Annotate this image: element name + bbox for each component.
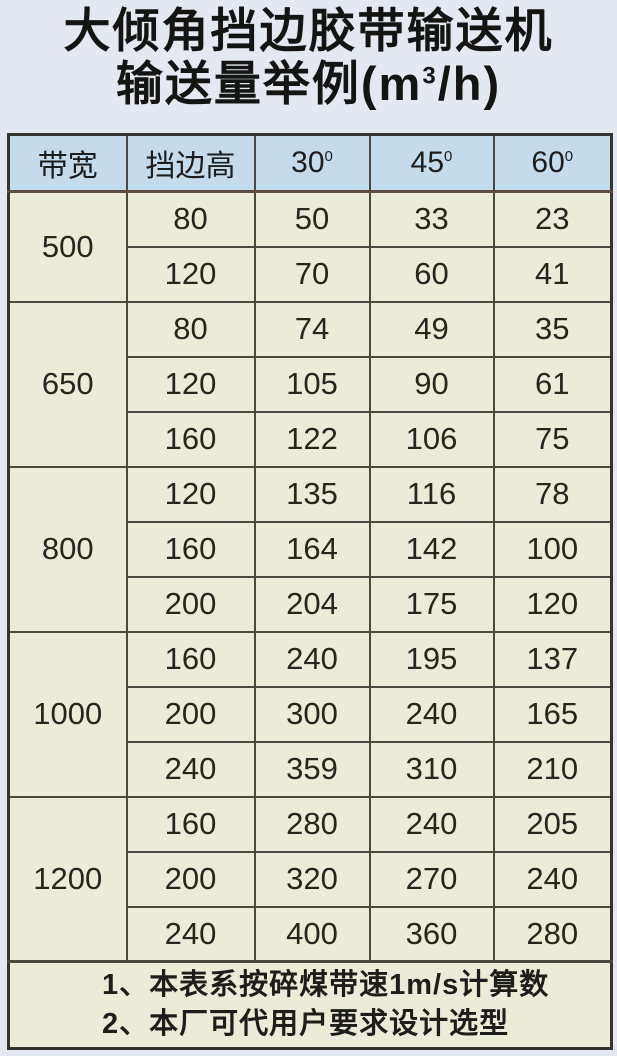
- capacity-cell-30: 320: [253, 850, 371, 908]
- angle-30-label: 30: [291, 146, 325, 179]
- belt-width-cell: 650: [7, 300, 128, 468]
- header-belt-width: 带宽: [7, 133, 128, 193]
- side-height-cell: 240: [125, 740, 256, 798]
- table-row: 160 122 106 75: [9, 410, 613, 468]
- capacity-cell-60: 23: [492, 190, 613, 248]
- capacity-cell-45: 175: [368, 575, 495, 633]
- title-line2: 输送量举例(m3/h): [0, 57, 617, 110]
- side-height-cell: 160: [125, 410, 256, 468]
- capacity-cell-60: 75: [492, 410, 613, 468]
- belt-width-cell: 1200: [7, 795, 128, 963]
- notes-cell: 1、本表系按碎煤带速1m/s计算数 2、本厂可代用户要求设计选型: [7, 960, 613, 1050]
- table-row: 200 300 240 165: [9, 685, 613, 743]
- capacity-cell-45: 195: [368, 630, 495, 688]
- capacity-cell-45: 60: [368, 245, 495, 303]
- table-row: 1200 160 280 240 205: [7, 795, 613, 963]
- angle-60-label: 60: [531, 146, 565, 179]
- capacity-cell-60: 240: [492, 850, 613, 908]
- capacity-cell-60: 100: [492, 520, 613, 578]
- capacity-cell-30: 164: [253, 520, 371, 578]
- side-height-cell: 160: [125, 630, 256, 688]
- capacity-cell-30: 74: [253, 300, 371, 358]
- capacity-cell-60: 61: [492, 355, 613, 413]
- title-line1: 大倾角挡边胶带输送机: [63, 4, 554, 57]
- capacity-cell-30: 122: [253, 410, 371, 468]
- header-angle-45: 450: [368, 133, 495, 193]
- capacity-cell-30: 70: [253, 245, 371, 303]
- capacity-cell-60: 137: [492, 630, 613, 688]
- capacity-cell-30: 204: [253, 575, 371, 633]
- side-height-cell: 200: [125, 575, 256, 633]
- angle-45-label: 45: [410, 146, 445, 179]
- capacity-cell-60: 120: [492, 575, 613, 633]
- capacity-cell-30: 105: [253, 355, 371, 413]
- capacity-cell-60: 205: [492, 795, 613, 853]
- belt-width-cell: 1000: [7, 630, 128, 798]
- capacity-cell-45: 240: [368, 795, 495, 853]
- capacity-cell-30: 240: [253, 630, 371, 688]
- capacity-cell-45: 106: [368, 410, 495, 468]
- capacity-cell-30: 135: [253, 465, 371, 523]
- side-height-cell: 160: [125, 795, 256, 853]
- capacity-cell-45: 33: [368, 190, 495, 248]
- capacity-cell-45: 240: [368, 685, 495, 743]
- capacity-cell-45: 310: [368, 740, 495, 798]
- capacity-cell-30: 400: [253, 905, 371, 963]
- side-height-cell: 200: [125, 685, 256, 743]
- side-height-cell: 80: [125, 300, 256, 358]
- belt-width-cell: 500: [7, 190, 128, 303]
- capacity-cell-45: 116: [368, 465, 495, 523]
- side-height-cell: 80: [125, 190, 256, 248]
- table-row: 800 120 135 116 78: [7, 465, 613, 633]
- angle-45-sup: 0: [444, 148, 453, 165]
- capacity-cell-60: 210: [492, 740, 613, 798]
- side-height-cell: 160: [125, 520, 256, 578]
- table-row: 160 164 142 100: [9, 520, 613, 578]
- table-row: 240 359 310 210: [9, 740, 613, 798]
- title-line2-prefix: 输送量举例(m: [115, 57, 423, 110]
- table-row: 1000 160 240 195 137: [7, 630, 613, 798]
- header-angle-30: 300: [253, 133, 371, 193]
- capacity-cell-45: 270: [368, 850, 495, 908]
- capacity-cell-45: 360: [368, 905, 495, 963]
- side-height-cell: 120: [125, 245, 256, 303]
- header-side-height: 挡边高: [125, 133, 256, 193]
- capacity-cell-60: 280: [492, 905, 613, 963]
- title-line2-suffix: /h): [437, 57, 502, 110]
- table-row: 120 70 60 41: [9, 245, 613, 303]
- capacity-table: 带宽 挡边高 300 450 600 500 80 50 33 23 120 7…: [7, 133, 613, 1050]
- side-height-cell: 120: [125, 465, 256, 523]
- table-row: 650 80 74 49 35: [7, 300, 613, 468]
- table-row: 240 400 360 280: [9, 905, 613, 963]
- capacity-cell-30: 50: [253, 190, 371, 248]
- capacity-cell-60: 78: [492, 465, 613, 523]
- table-header-row: 带宽 挡边高 300 450 600: [7, 133, 613, 193]
- table-row: 500 80 50 33 23: [7, 190, 613, 303]
- header-angle-60: 600: [492, 133, 613, 193]
- capacity-cell-60: 41: [492, 245, 613, 303]
- capacity-cell-45: 142: [368, 520, 495, 578]
- table-row: 120 105 90 61: [9, 355, 613, 413]
- angle-30-sup: 0: [324, 148, 333, 165]
- side-height-cell: 200: [125, 850, 256, 908]
- side-height-cell: 240: [125, 905, 256, 963]
- note-2: 2、本厂可代用户要求设计选型: [102, 1008, 510, 1040]
- capacity-cell-30: 359: [253, 740, 371, 798]
- note-1: 1、本表系按碎煤带速1m/s计算数: [102, 969, 550, 1001]
- capacity-cell-30: 300: [253, 685, 371, 743]
- table-row: 200 204 175 120: [9, 575, 613, 633]
- capacity-cell-45: 49: [368, 300, 495, 358]
- capacity-cell-60: 165: [492, 685, 613, 743]
- side-height-cell: 120: [125, 355, 256, 413]
- capacity-cell-30: 280: [253, 795, 371, 853]
- table-notes-row: 1、本表系按碎煤带速1m/s计算数 2、本厂可代用户要求设计选型: [7, 960, 613, 1050]
- angle-60-sup: 0: [564, 148, 574, 165]
- page-title: 大倾角挡边胶带输送机 输送量举例(m3/h): [0, 0, 617, 110]
- title-cubic-sup: 3: [422, 62, 438, 90]
- capacity-cell-60: 35: [492, 300, 613, 358]
- belt-width-cell: 800: [7, 465, 128, 633]
- capacity-cell-45: 90: [368, 355, 495, 413]
- table-row: 200 320 270 240: [9, 850, 613, 908]
